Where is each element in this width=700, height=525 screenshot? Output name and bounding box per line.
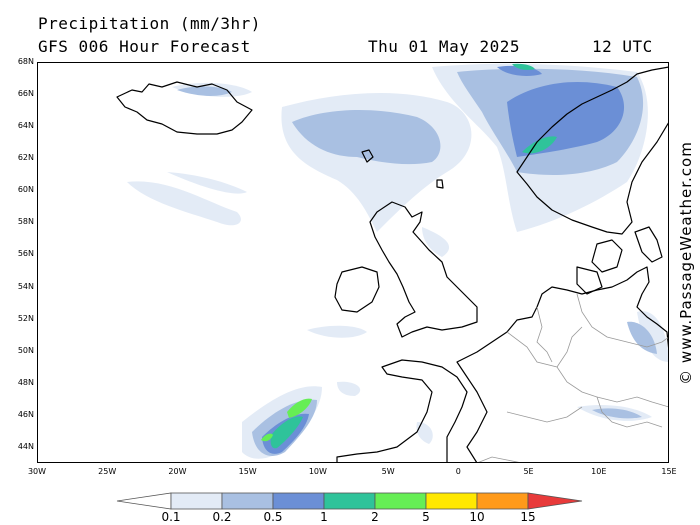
lon-tick-label: 5W	[381, 467, 395, 476]
legend-swatch	[170, 492, 223, 510]
lon-tick-label: 25W	[98, 467, 117, 476]
national-borders	[476, 293, 669, 463]
lat-tick-label: 48N	[17, 377, 34, 387]
legend-colorbar	[116, 492, 583, 510]
legend-label: 1	[320, 510, 328, 524]
legend-swatch	[221, 492, 274, 510]
lat-tick-label: 50N	[17, 345, 34, 355]
legend-label: 0.1	[161, 510, 181, 524]
lon-tick-label: 30W	[27, 467, 47, 476]
credit-text: © www.PassageWeather.com	[677, 140, 695, 385]
lat-tick-label: 54N	[17, 281, 34, 291]
lat-tick-label: 66N	[17, 89, 34, 99]
lon-tick-label: 15E	[661, 467, 677, 476]
legend-label: 10	[469, 510, 485, 524]
lat-tick-label: 52N	[17, 313, 34, 323]
lat-tick-label: 60N	[17, 185, 34, 195]
lat-tick-label: 58N	[17, 217, 34, 227]
model-subtitle: GFS 006 Hour Forecast	[38, 37, 251, 56]
forecast-time: 12 UTC	[592, 37, 653, 56]
lat-tick-label: 62N	[17, 153, 34, 163]
legend-label: 15	[520, 510, 536, 524]
legend-swatch	[476, 492, 529, 510]
lat-tick-label: 64N	[17, 121, 34, 131]
lon-tick-label: 5E	[523, 467, 534, 476]
legend-swatch	[374, 492, 427, 510]
legend-swatch-above	[527, 492, 583, 510]
lon-tick-label: 20W	[168, 467, 187, 476]
lat-tick-label: 46N	[17, 409, 34, 419]
lon-tick-label: 0	[455, 467, 461, 476]
legend-swatch-below	[116, 492, 172, 510]
lon-tick-label: 15W	[238, 467, 257, 476]
lat-tick-label: 44N	[17, 441, 34, 451]
legend-swatch	[425, 492, 478, 510]
lat-tick-label: 68N	[17, 57, 34, 66]
legend-swatch	[272, 492, 325, 510]
legend-label: 2	[371, 510, 379, 524]
site-credit: © www.PassageWeather.com	[672, 62, 700, 463]
precip-very-heavy	[270, 63, 557, 449]
legend-label: 0.5	[263, 510, 283, 524]
legend-swatch	[323, 492, 376, 510]
lon-tick-label: 10W	[308, 467, 327, 476]
lat-tick-label: 56N	[17, 249, 34, 259]
map-title: Precipitation (mm/3hr)	[38, 14, 261, 33]
coastlines	[116, 66, 669, 463]
forecast-date: Thu 01 May 2025	[368, 37, 520, 56]
precipitation-map	[37, 62, 669, 463]
legend-label: 5	[422, 510, 430, 524]
legend-label: 0.2	[212, 510, 232, 524]
lon-tick-label: 10E	[591, 467, 607, 476]
precip-intense	[261, 398, 312, 442]
